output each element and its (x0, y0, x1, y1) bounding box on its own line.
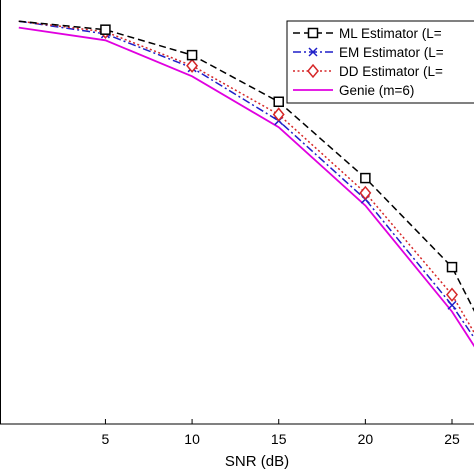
x-tick-label: 15 (271, 431, 287, 447)
legend-label: Genie (m=6) (339, 83, 414, 98)
data-point (186, 49, 198, 61)
series-1 (18, 20, 474, 312)
legend-marker (308, 47, 318, 57)
data-point (272, 107, 285, 122)
x-tick-label: 5 (102, 431, 110, 447)
series-line (18, 26, 474, 348)
data-point (360, 172, 371, 184)
data-point (446, 261, 458, 273)
legend: ML Estimator (L= EM Estimator (L= DD Estim… (286, 20, 474, 104)
axes: 5 10 15 20 25 (0, 0, 474, 447)
plot-area (18, 20, 474, 348)
legend-label: EM Estimator (L= (339, 45, 444, 60)
legend-marker (307, 63, 319, 79)
data-point (273, 96, 284, 108)
series-4 (18, 26, 474, 348)
x-axis-label: SNR (dB) (225, 453, 289, 470)
data-point (186, 58, 199, 73)
legend-label: ML Estimator (L= (339, 26, 442, 41)
legend-entry-3: DD Estimator (L= (293, 63, 443, 79)
legend-entry-4: Genie (m=6) (293, 83, 414, 98)
data-point (447, 300, 457, 310)
x-tick-label: 20 (358, 431, 374, 447)
legend-entry-2: EM Estimator (L= (293, 45, 444, 60)
x-tick-label: 25 (444, 431, 460, 447)
x-tick-label: 10 (184, 431, 200, 447)
data-point (446, 287, 458, 302)
legend-marker (307, 27, 319, 39)
legend-entry-1: ML Estimator (L= (293, 26, 442, 41)
data-point (100, 24, 111, 35)
data-point (359, 185, 372, 201)
legend-label: DD Estimator (L= (339, 64, 443, 79)
